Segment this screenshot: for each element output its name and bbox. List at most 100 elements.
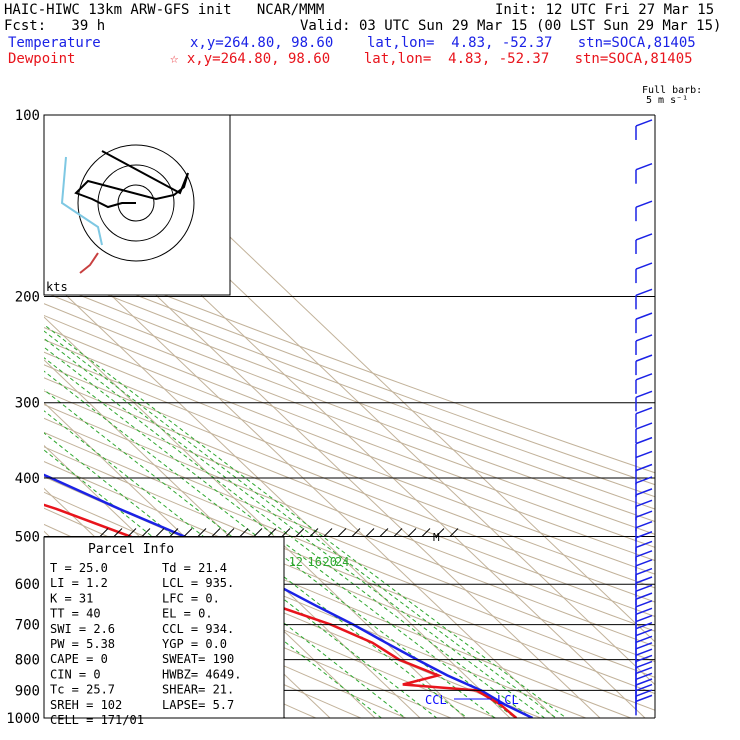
parcel-info-value: YGP = 0.0 — [162, 637, 227, 651]
wind-barb-flag — [635, 550, 653, 558]
hatch-mark — [393, 528, 403, 537]
dry-adiabat-line — [44, 364, 655, 603]
wind-barb-flag — [635, 567, 653, 576]
hatch-mark — [169, 528, 179, 537]
dry-adiabat-line — [44, 326, 655, 562]
wind-barb-flag — [635, 119, 653, 127]
wind-barb-flag — [635, 488, 653, 496]
wind-barb-flag — [635, 406, 653, 415]
wind-barb-flag — [635, 390, 653, 398]
hatch-mark — [183, 528, 193, 537]
dry-adiabat-line — [44, 269, 655, 498]
wind-barb-flag — [635, 559, 653, 567]
wind-barb-flag — [635, 436, 653, 445]
dry-adiabat-line — [44, 431, 655, 678]
dry-adiabat-line — [44, 291, 655, 523]
wind-barb-flag — [635, 642, 653, 650]
wind-barb-flag — [635, 422, 653, 430]
wind-barb-flag — [635, 163, 653, 171]
wind-barb-flag — [635, 531, 653, 539]
valid-time: Valid: 03 UTC Sun 29 Mar 15 (00 LST Sun … — [300, 18, 722, 34]
dry-adiabat-line — [44, 351, 655, 589]
hodograph-low-trace — [79, 252, 99, 274]
pressure-label: 500 — [15, 529, 40, 545]
isotherm-line — [44, 230, 556, 718]
hatch-mark — [141, 528, 151, 537]
lcl-label: LCL — [497, 693, 519, 707]
hatch-mark — [421, 528, 431, 537]
parcel-info-value: PW = 5.38 — [50, 637, 115, 651]
mixing-ratio-label: 12 — [289, 555, 303, 569]
wind-barb-flag — [635, 499, 653, 507]
wind-barb-flag — [635, 628, 653, 637]
dry-adiabat-line — [44, 280, 655, 510]
wind-barb-flag — [635, 607, 653, 616]
init-time: Init: 12 UTC Fri 27 Mar 15 — [495, 2, 715, 18]
parcel-info-value: TT = 40 — [50, 607, 101, 621]
wind-barb-flag — [635, 621, 653, 630]
hatch-mark — [113, 528, 123, 537]
parcel-info-value: HWBZ= 4649. — [162, 667, 241, 681]
pressure-label: 100 — [15, 108, 40, 124]
pressure-label: 800 — [15, 653, 40, 669]
hatch-mark — [127, 528, 137, 537]
wind-barb-flag — [635, 510, 653, 518]
wind-barb-flag — [635, 233, 653, 241]
parcel-info-value: CAPE = 0 — [50, 652, 108, 666]
wind-barb-flag — [635, 678, 653, 686]
isotherm-line — [44, 316, 466, 718]
hatch-mark — [225, 528, 235, 537]
parcel-info-value: LCL = 935. — [162, 576, 234, 590]
forecast-hour: Fcst: 39 h — [4, 18, 106, 34]
ccl-label: CCL — [425, 693, 447, 707]
wind-barb-flag — [635, 689, 653, 697]
mixing-ratio-label: 20 — [322, 555, 336, 569]
wind-barb-flag — [635, 540, 653, 549]
dry-adiabat-line — [44, 390, 655, 632]
hatch-mark — [365, 528, 375, 537]
hatch-mark — [267, 528, 277, 537]
dry-adiabat-line — [44, 247, 655, 474]
dry-adiabat-line — [44, 417, 655, 663]
dry-adiabat-line — [44, 377, 655, 617]
wind-barb-flag — [635, 450, 653, 459]
wind-barb-flag — [635, 584, 653, 592]
parcel-info-value: LI = 1.2 — [50, 576, 108, 590]
hatch-mark — [99, 528, 109, 537]
parcel-info-value: CIN = 0 — [50, 667, 101, 681]
mixing-ratio-line — [44, 337, 545, 718]
hodograph-upper-trace — [60, 156, 103, 246]
parcel-info-value: CCL = 934. — [162, 622, 234, 636]
hodograph-box — [43, 114, 231, 296]
wind-barb-flag — [635, 683, 653, 692]
dry-adiabat-line — [44, 258, 655, 486]
wind-barb-flag — [635, 354, 653, 362]
wind-barb-flag — [635, 463, 653, 472]
temperature-station-info: x,y=264.80, 98.60 lat,lon= 4.83, -52.37 … — [190, 35, 696, 51]
wind-barb-flag — [635, 288, 653, 297]
wind-barb-flag — [635, 614, 653, 623]
parcel-info-value: SWEAT= 190 — [162, 652, 234, 666]
hatch-mark — [253, 528, 263, 537]
barb-legend-title: Full barb: — [642, 85, 703, 96]
barb-legend-unit: 5 m s⁻¹ — [646, 95, 689, 106]
parcel-info-value: LAPSE= 5.7 — [162, 698, 234, 712]
dry-adiabat-line — [44, 339, 655, 575]
wind-barb-flag — [635, 262, 653, 270]
mixing-ratio-label: 24 — [335, 555, 349, 569]
hatch-mark — [351, 528, 361, 537]
hatch-mark — [281, 528, 291, 537]
wind-barb-flag — [635, 200, 653, 208]
wind-barb-flag — [635, 520, 653, 529]
hatch-mark — [239, 528, 249, 537]
hatch-mark — [295, 528, 305, 537]
hatch-mark — [323, 528, 333, 537]
parcel-info-value: Tc = 25.7 — [50, 683, 115, 697]
parcel-info-value: Td = 21.4 — [162, 561, 227, 575]
pressure-label: 1000 — [6, 711, 40, 727]
chart-title: HAIC-HIWC 13km ARW-GFS init NCAR/MMM — [4, 2, 325, 18]
hodograph-trace — [74, 150, 189, 209]
pressure-label: 900 — [15, 683, 40, 699]
mixing-ratio-line — [44, 432, 406, 718]
